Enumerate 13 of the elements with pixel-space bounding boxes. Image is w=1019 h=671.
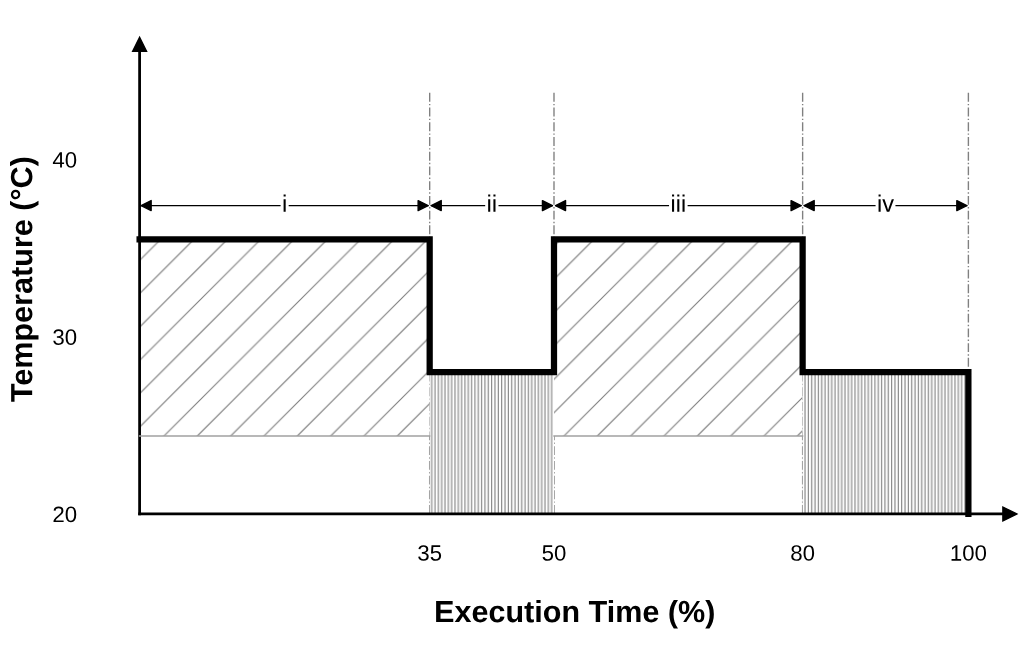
x-tick-label: 100 [951,545,987,561]
y-tick-label: 40 [52,152,77,168]
annotation: i [283,194,286,212]
x-tick-label: 80 [791,545,815,561]
y-axis-title: Temperature (°C) [10,157,39,402]
annotation: iii [672,194,685,212]
y-tick-label: 20 [53,506,77,523]
x-axis-title: Execution Time (%) [436,599,714,629]
y-tick-label: 30 [53,329,77,346]
x-tick-label: 35 [418,545,442,561]
x-tick-label: 50 [542,545,566,561]
annotation: ii [488,194,496,212]
annotation: iv [878,194,894,212]
